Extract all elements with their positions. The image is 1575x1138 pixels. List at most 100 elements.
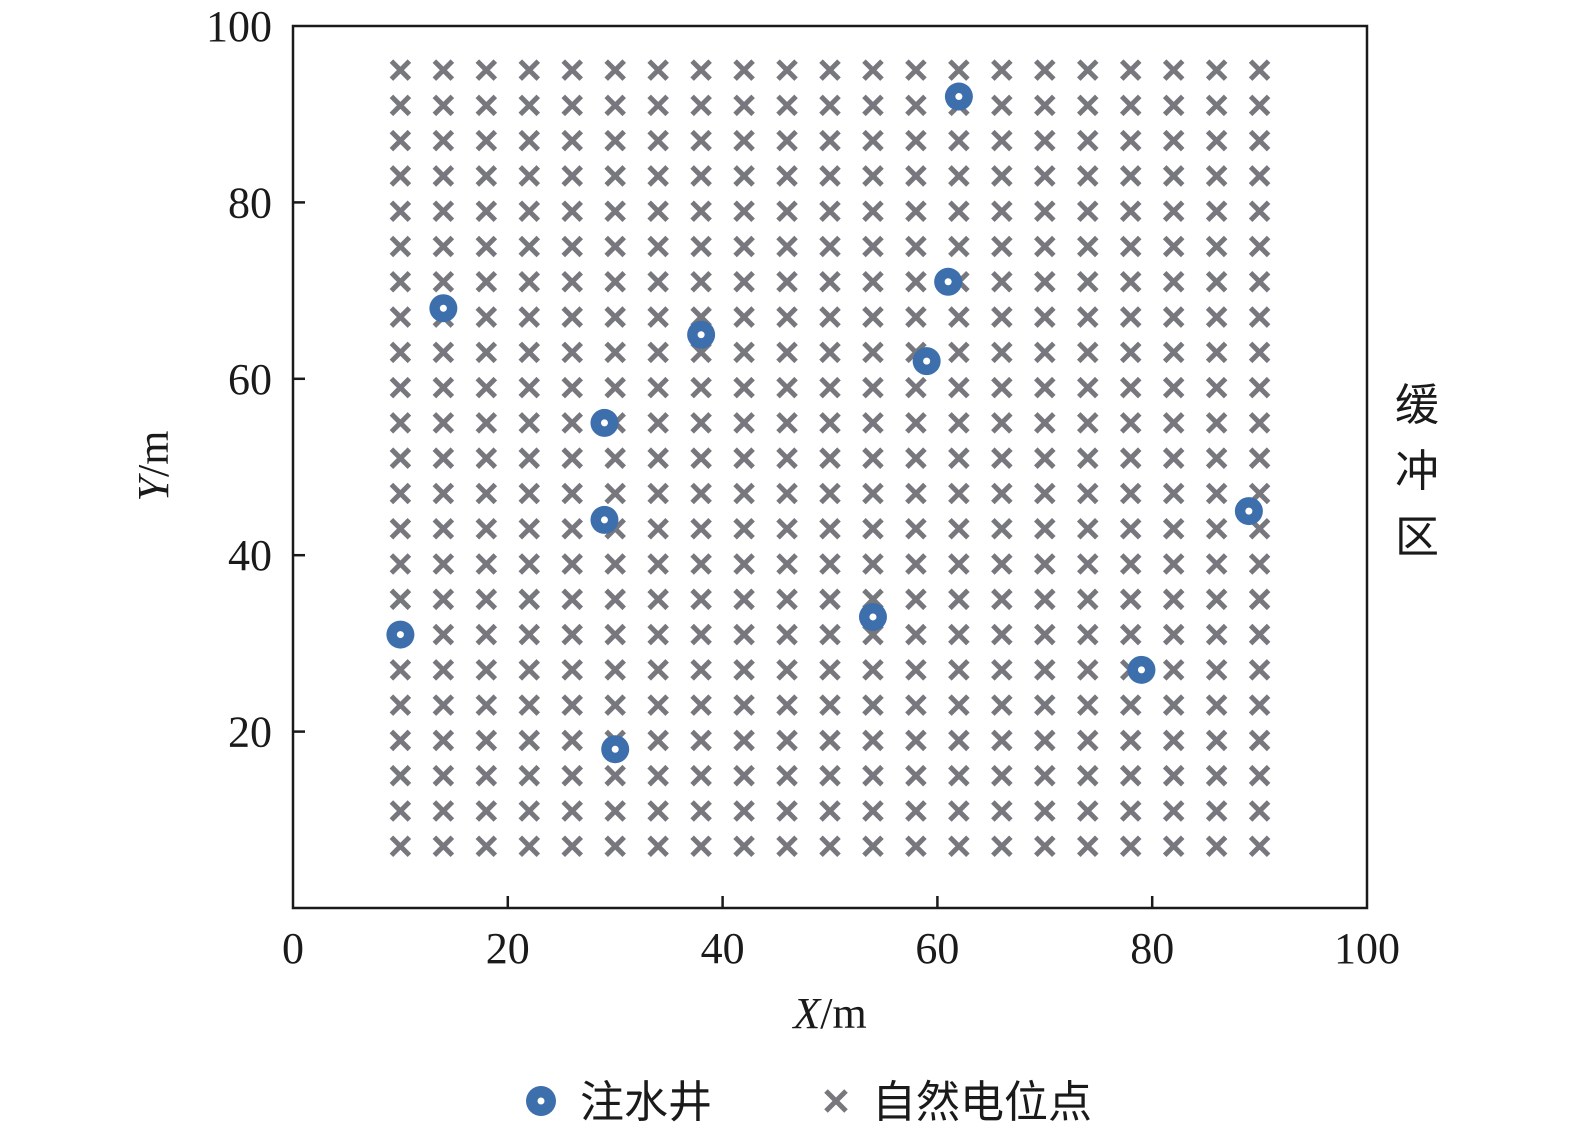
plot-frame <box>291 24 1369 910</box>
sp-point-marker <box>776 835 798 858</box>
sp-point-marker <box>1034 729 1056 752</box>
sp-point-marker <box>1162 200 1185 222</box>
sp-point-marker <box>1076 623 1099 646</box>
sp-point-marker <box>991 588 1013 611</box>
sp-point-marker <box>733 447 755 469</box>
sp-point-marker <box>733 412 755 434</box>
sp-point-marker <box>518 835 541 858</box>
sp-point-marker <box>647 341 669 364</box>
sp-point-marker <box>389 517 412 540</box>
sp-point-marker <box>389 271 412 293</box>
well-center-dot <box>944 278 952 286</box>
sp-point-marker <box>647 764 669 787</box>
sp-point-marker <box>432 341 455 364</box>
sp-point-marker <box>1205 553 1228 575</box>
sp-point-marker <box>1205 623 1228 646</box>
buffer-zone-char: 冲 <box>1395 446 1439 497</box>
injection-well-marker <box>912 347 941 376</box>
sp-point-marker <box>1119 94 1142 117</box>
sp-point-marker <box>905 165 927 187</box>
sp-point-marker <box>561 94 584 117</box>
sp-point-marker <box>991 764 1013 787</box>
sp-point-marker <box>862 165 884 187</box>
sp-point-marker <box>561 376 584 399</box>
sp-point-marker <box>604 764 626 787</box>
sp-point-marker <box>733 623 755 646</box>
sp-point-marker <box>948 517 970 540</box>
injection-well-marker <box>858 602 887 631</box>
sp-point-marker <box>776 341 798 364</box>
sp-point-marker <box>905 200 927 222</box>
sp-point-marker <box>1076 235 1099 258</box>
sp-point-marker <box>819 200 841 222</box>
sp-point-marker <box>561 835 584 858</box>
sp-point-marker <box>518 800 541 822</box>
sp-point-marker <box>905 447 927 469</box>
sp-point-marker <box>475 200 498 222</box>
sp-point-marker <box>1162 376 1185 399</box>
sp-point-marker <box>905 553 927 575</box>
sp-point-marker <box>432 835 455 858</box>
sp-point-marker <box>819 835 841 858</box>
sp-point-marker <box>1119 588 1142 611</box>
sp-point-marker <box>991 129 1013 152</box>
sp-point-marker <box>1034 588 1056 611</box>
sp-point-marker <box>1205 659 1228 681</box>
sp-point-marker <box>776 306 798 328</box>
sp-point-marker <box>776 764 798 787</box>
sp-point-marker <box>819 59 841 81</box>
sp-point-marker <box>862 200 884 222</box>
sp-point-marker <box>1248 341 1271 364</box>
sp-point-marker <box>561 482 584 505</box>
sp-point-marker <box>690 271 712 293</box>
sp-point-marker <box>389 200 412 222</box>
sp-point-marker <box>1076 59 1099 81</box>
sp-point-marker <box>1205 764 1228 787</box>
sp-point-marker <box>690 623 712 646</box>
sp-point-marker <box>1162 729 1185 752</box>
sp-point-marker <box>862 835 884 858</box>
sp-point-marker <box>862 447 884 469</box>
sp-point-marker <box>518 517 541 540</box>
sp-point-marker <box>389 412 412 434</box>
sp-point-marker <box>819 482 841 505</box>
sp-point-marker <box>518 271 541 293</box>
sp-point-marker <box>905 482 927 505</box>
sp-point-marker <box>475 659 498 681</box>
sp-point-marker <box>1076 517 1099 540</box>
sp-point-marker <box>475 412 498 434</box>
sp-point-marker <box>1076 694 1099 716</box>
sp-point-marker <box>1119 59 1142 81</box>
sp-point-marker <box>862 129 884 152</box>
y-axis-label: Y/m <box>129 431 178 502</box>
sp-point-marker <box>1119 835 1142 858</box>
sp-point-marker <box>733 694 755 716</box>
sp-point-marker <box>991 517 1013 540</box>
sp-point-marker <box>1248 553 1271 575</box>
sp-point-marker <box>475 623 498 646</box>
sp-point-marker <box>991 235 1013 258</box>
sp-point-marker <box>432 412 455 434</box>
sp-point-marker <box>690 165 712 187</box>
sp-point-marker <box>776 694 798 716</box>
sp-point-marker <box>991 835 1013 858</box>
sp-point-marker <box>948 235 970 258</box>
sp-point-marker <box>561 694 584 716</box>
sp-point-marker <box>862 306 884 328</box>
sp-point-marker <box>991 165 1013 187</box>
sp-point-marker <box>647 694 669 716</box>
sp-point-marker <box>475 59 498 81</box>
sp-point-marker <box>604 94 626 117</box>
sp-point-marker <box>690 94 712 117</box>
sp-point-marker <box>1248 659 1271 681</box>
sp-point-marker <box>647 376 669 399</box>
sp-point-marker <box>1119 447 1142 469</box>
injection-well-marker <box>386 620 415 649</box>
sp-point-marker <box>604 694 626 716</box>
sp-point-marker <box>561 447 584 469</box>
sp-point-marker <box>948 835 970 858</box>
injection-well-marker <box>590 408 619 437</box>
sp-point-marker <box>518 235 541 258</box>
sp-point-marker <box>432 482 455 505</box>
sp-point-marker <box>475 517 498 540</box>
